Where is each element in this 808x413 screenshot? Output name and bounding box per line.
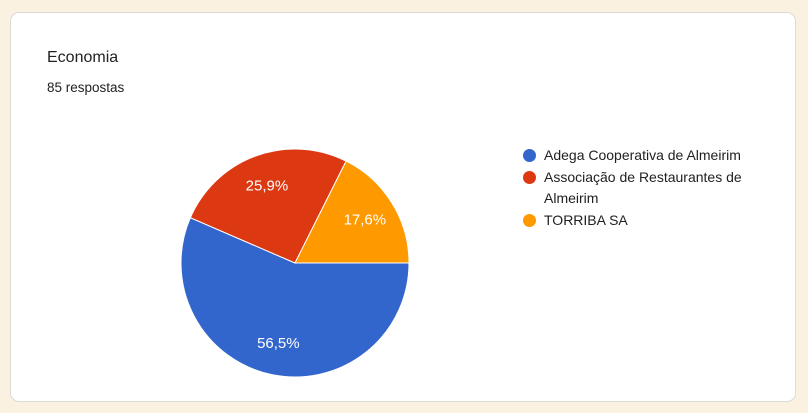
legend-item-0: Adega Cooperativa de Almeirim — [523, 145, 763, 166]
pie-slice-label-1: 25,9% — [246, 177, 289, 194]
pie-slice-0[interactable] — [180, 217, 410, 378]
legend-label: TORRIBA SA — [544, 212, 628, 228]
response-count: 85 respostas — [47, 80, 125, 95]
legend-label: Associação de Restaurantes de Almeirim — [544, 169, 742, 206]
question-title: Economia — [47, 49, 119, 66]
pie-slice-2[interactable] — [294, 160, 410, 264]
pie-slice-1[interactable] — [189, 148, 347, 264]
pie-slice-label-2: 17,6% — [344, 211, 387, 228]
legend-item-1: Associação de Restaurantes de Almeirim — [523, 167, 763, 209]
legend-label: Adega Cooperativa de Almeirim — [544, 147, 741, 163]
legend-item-2: TORRIBA SA — [523, 210, 763, 231]
legend-color-dot — [523, 149, 536, 162]
legend-color-dot — [523, 214, 536, 227]
pie-chart: 56,5% 25,9% 17,6% — [180, 148, 410, 378]
legend-color-dot — [523, 171, 536, 184]
pie-slice-label-0: 56,5% — [257, 335, 300, 352]
question-summary-card: Economia 85 respostas 56,5% 25,9% 17,6% Ad… — [10, 12, 796, 402]
chart-legend: Adega Cooperativa de Almeirim Associação … — [523, 145, 763, 232]
